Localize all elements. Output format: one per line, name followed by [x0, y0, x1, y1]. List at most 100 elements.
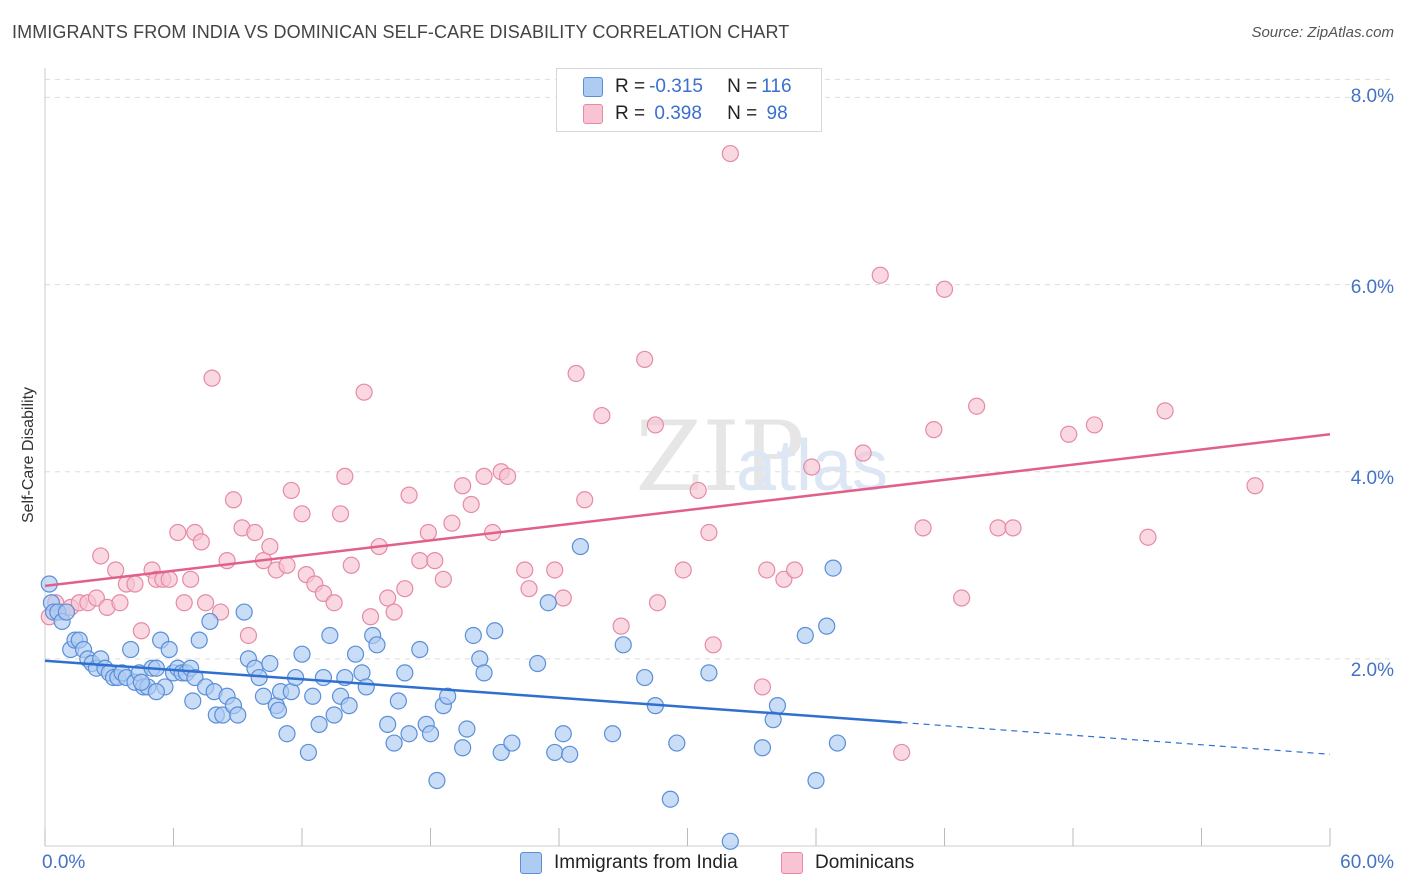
dominican-point	[1156, 402, 1174, 420]
r-value: -0.315	[649, 76, 703, 97]
x-tick-min: 0.0%	[42, 852, 86, 873]
legend-label-dominicans: Dominicans	[815, 852, 915, 873]
dominican-point	[1060, 425, 1078, 443]
india-point	[293, 645, 311, 663]
dominican-point	[325, 594, 343, 612]
india-point	[753, 739, 772, 757]
india-point	[346, 645, 365, 663]
india-point	[824, 559, 842, 577]
dominican-point	[342, 556, 360, 574]
india-point	[357, 678, 375, 696]
dominican-point	[520, 580, 538, 598]
dominican-point	[546, 561, 564, 579]
india-point	[379, 715, 397, 733]
dominican-point	[674, 561, 692, 579]
dominican-point	[293, 505, 311, 523]
dominican-point	[192, 533, 210, 551]
y-tick-6: 6.0%	[1350, 277, 1394, 298]
india-point	[721, 832, 739, 850]
india-point	[561, 745, 579, 763]
india-point	[299, 743, 318, 762]
x-tick-max: 60.0%	[1340, 852, 1394, 873]
dominican-point	[646, 416, 664, 434]
dominican-point	[499, 467, 517, 485]
india-point	[554, 725, 572, 743]
dominican-point	[239, 626, 258, 645]
dominican-point	[636, 350, 654, 369]
india-point	[603, 725, 622, 743]
dominican-point	[175, 594, 193, 612]
dominican-point	[1004, 519, 1022, 537]
india-point	[385, 734, 403, 752]
n-label: N =	[727, 103, 758, 124]
india-point	[421, 725, 440, 743]
dominican-point	[261, 537, 279, 556]
india-point	[818, 617, 836, 635]
india-point	[614, 636, 632, 654]
dominican-point	[1246, 477, 1264, 495]
dominican-point	[132, 622, 150, 640]
dominican-point	[576, 491, 594, 509]
dominican-point	[278, 556, 296, 574]
india-point	[229, 706, 247, 724]
india-point	[464, 626, 482, 645]
dominican-point	[516, 561, 534, 579]
chart-title: IMMIGRANTS FROM INDIA VS DOMINICAN SELF-…	[12, 22, 790, 42]
dominican-point	[612, 617, 630, 635]
dominicans-legend-swatch	[781, 852, 803, 874]
dominican-point	[593, 406, 611, 425]
india-point	[539, 594, 557, 612]
dominican-point	[331, 505, 350, 523]
dominican-point	[803, 458, 821, 476]
india-point	[828, 734, 847, 752]
y-tick-4: 4.0%	[1350, 468, 1394, 489]
y-tick-8: 8.0%	[1350, 86, 1394, 107]
india-trend-line	[44, 659, 902, 724]
india-point	[201, 612, 219, 631]
dominican-point	[914, 519, 932, 537]
india-point	[458, 720, 476, 738]
legend-item-india[interactable]: Immigrants from India	[520, 852, 738, 874]
india-point	[400, 725, 418, 743]
dominican-point	[758, 561, 776, 579]
dominicans-swatch	[583, 104, 603, 124]
dominican-point	[426, 552, 444, 570]
dominican-point	[434, 570, 452, 588]
india-trend-extension	[901, 721, 1331, 755]
legend-label-india: Immigrants from India	[554, 852, 738, 873]
dominican-point	[704, 636, 722, 654]
india-point	[428, 771, 446, 790]
india-point	[147, 683, 165, 701]
n-value: 116	[761, 76, 792, 97]
india-point	[190, 631, 208, 649]
india-swatch	[583, 77, 603, 97]
dominican-point	[554, 589, 572, 607]
dominican-point	[753, 678, 772, 696]
dominican-point	[160, 570, 178, 588]
india-point	[668, 734, 686, 752]
dominican-point	[893, 743, 911, 762]
dominican-point	[107, 561, 125, 579]
r-label: R =	[615, 76, 646, 97]
r-value: 0.398	[649, 103, 702, 124]
india-point	[184, 692, 202, 710]
dominican-point	[1139, 528, 1157, 546]
dominican-point	[785, 561, 804, 579]
dominican-point	[361, 608, 380, 626]
legend-item-dominicans[interactable]: Dominicans	[781, 852, 914, 874]
axes	[44, 68, 1331, 847]
dominican-point	[443, 514, 461, 532]
dominican-point	[246, 523, 264, 542]
y-tick-2: 2.0%	[1350, 660, 1394, 681]
dominican-point	[689, 481, 707, 500]
dominican-point	[989, 519, 1007, 537]
dominican-point	[282, 481, 300, 500]
dominican-point	[721, 144, 739, 163]
dominican-point	[567, 364, 585, 383]
dominican-trend-line	[44, 433, 1331, 588]
india-point	[636, 668, 654, 687]
india-point	[768, 697, 787, 715]
grid-lines	[45, 78, 1392, 660]
india-point	[278, 725, 296, 743]
